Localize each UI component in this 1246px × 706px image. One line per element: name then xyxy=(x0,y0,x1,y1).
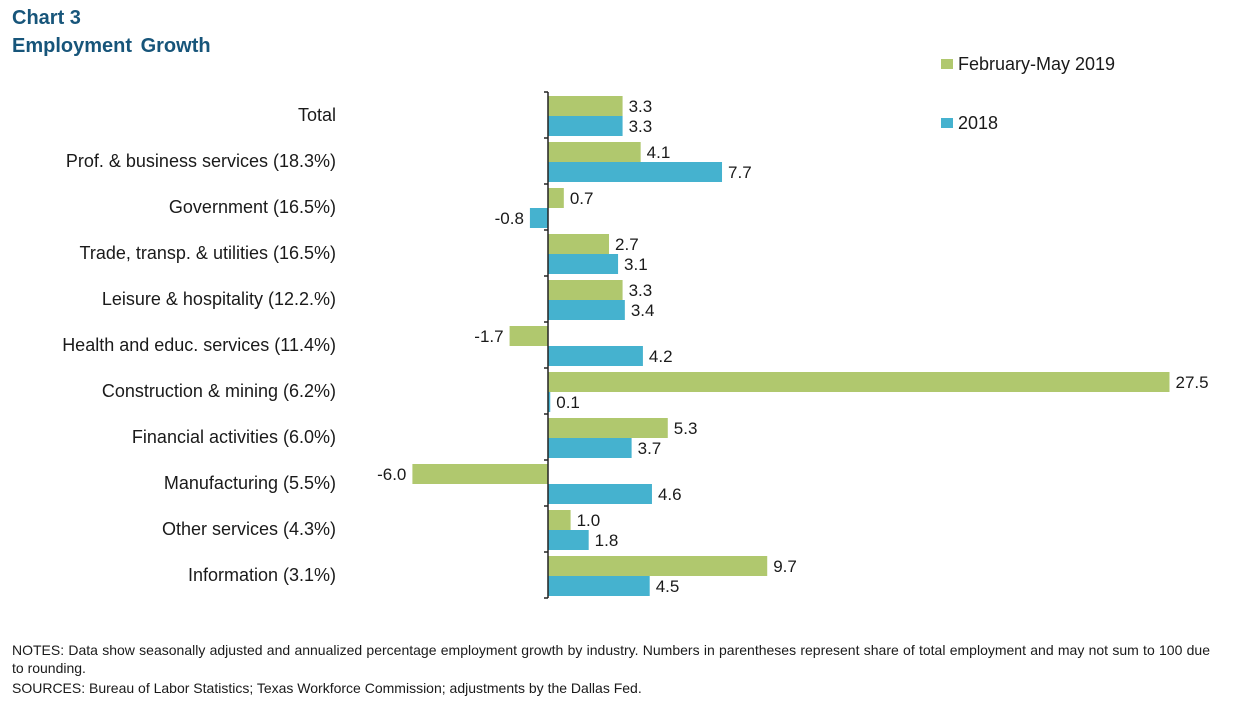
chart-title: Employment Growth xyxy=(12,35,211,57)
category-label: Total xyxy=(298,105,336,125)
category-label: Information (3.1%) xyxy=(188,565,336,585)
legend-label: February-May 2019 xyxy=(958,54,1115,74)
bar-2018 xyxy=(548,346,643,366)
data-label: 3.1 xyxy=(624,255,648,274)
data-label: 3.3 xyxy=(629,117,653,136)
bar-2018 xyxy=(548,162,723,182)
data-label: 4.6 xyxy=(658,485,682,504)
data-label: 9.7 xyxy=(773,557,797,576)
bar-2018 xyxy=(529,208,548,228)
data-label: 3.3 xyxy=(629,281,653,300)
category-label: Leisure & hospitality (12.2.%) xyxy=(102,289,336,309)
data-label: 27.5 xyxy=(1176,373,1209,392)
data-label: 2.7 xyxy=(615,235,639,254)
data-label: 3.4 xyxy=(631,301,655,320)
data-label: -1.7 xyxy=(474,327,503,346)
chart-notes: NOTES: Data show seasonally adjusted and… xyxy=(12,642,1210,676)
data-label: -0.8 xyxy=(495,209,524,228)
bar-feb-may-2019 xyxy=(548,556,768,576)
bar-feb-may-2019 xyxy=(548,418,668,438)
bar-2018 xyxy=(548,530,589,550)
data-label: 0.7 xyxy=(570,189,594,208)
bar-feb-may-2019 xyxy=(412,464,548,484)
data-label: -6.0 xyxy=(377,465,406,484)
category-label: Construction & mining (6.2%) xyxy=(102,381,336,401)
data-label: 5.3 xyxy=(674,419,698,438)
bar-feb-may-2019 xyxy=(548,142,641,162)
category-label: Other services (4.3%) xyxy=(162,519,336,539)
bar-feb-may-2019 xyxy=(548,188,564,208)
category-label: Prof. & business services (18.3%) xyxy=(66,151,336,171)
category-label: Government (16.5%) xyxy=(169,197,336,217)
bar-feb-may-2019 xyxy=(548,280,623,300)
category-label: Trade, transp. & utilities (16.5%) xyxy=(80,243,336,263)
bars xyxy=(412,96,1170,596)
bar-feb-may-2019 xyxy=(509,326,548,346)
bar-2018 xyxy=(548,116,623,136)
legend-swatch xyxy=(941,59,953,69)
bar-feb-may-2019 xyxy=(548,510,571,530)
data-label: 7.7 xyxy=(728,163,752,182)
bar-2018 xyxy=(548,484,652,504)
bar-feb-may-2019 xyxy=(548,372,1170,392)
data-label: 4.1 xyxy=(647,143,671,162)
category-labels: Total Prof. & business services (18.3%) Go… xyxy=(62,105,336,585)
legend-swatch xyxy=(941,118,953,128)
y-axis xyxy=(544,91,549,599)
legend-label: 2018 xyxy=(958,113,998,133)
category-label: Manufacturing (5.5%) xyxy=(164,473,336,493)
bar-2018 xyxy=(548,576,650,596)
legend: February-May 2019 2018 xyxy=(941,54,1115,133)
chart-number: Chart 3 xyxy=(12,7,81,29)
bar-feb-may-2019 xyxy=(548,96,623,116)
category-label: Financial activities (6.0%) xyxy=(132,427,336,447)
category-label: Health and educ. services (11.4%) xyxy=(62,335,336,355)
data-label: 3.3 xyxy=(629,97,653,116)
data-label: 0.1 xyxy=(556,393,580,412)
data-label: 1.0 xyxy=(577,511,601,530)
chart-sources: SOURCES: Bureau of Labor Statistics; Tex… xyxy=(12,680,642,696)
bar-feb-may-2019 xyxy=(548,234,610,254)
bar-2018 xyxy=(548,254,619,274)
data-label: 4.2 xyxy=(649,347,673,366)
bar-2018 xyxy=(548,300,625,320)
data-label: 1.8 xyxy=(595,531,619,550)
chart-canvas: February-May 2019 2018 Total Prof. & busin… xyxy=(62,54,1209,599)
bar-2018 xyxy=(548,438,632,458)
value-labels: 3.3 4.1 0.7 2.7 3.3 -1.7 27.5 5.3 -6.0 1.0 9.7 3.3 7… xyxy=(377,97,1208,596)
data-label: 4.5 xyxy=(656,577,680,596)
bar-2018 xyxy=(548,392,551,412)
data-label: 3.7 xyxy=(638,439,662,458)
